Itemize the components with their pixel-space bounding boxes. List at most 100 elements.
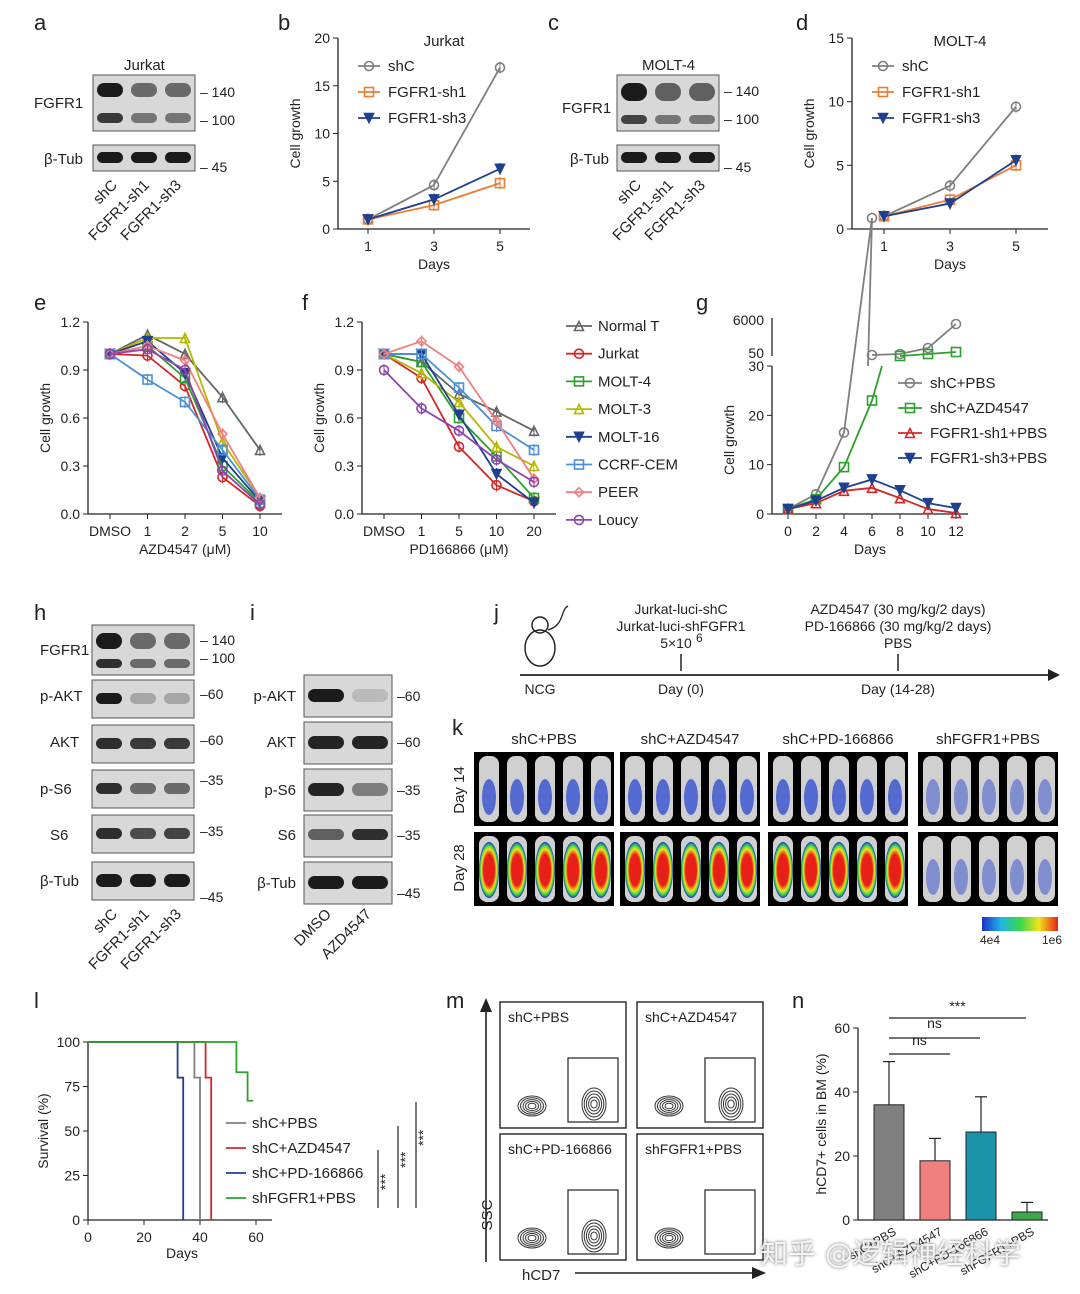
signal-low	[954, 859, 968, 895]
y-axis-label: hCD7+ cells in BM (%)	[813, 1053, 829, 1194]
band	[655, 152, 681, 163]
panel-letter-j: j	[493, 600, 499, 625]
signal-hot	[885, 842, 905, 898]
contour	[525, 1232, 539, 1244]
cells-label-1: Jurkat-luci-shC	[634, 601, 727, 617]
signal-low	[982, 859, 996, 895]
panel-letter-i: i	[250, 600, 255, 625]
data-point	[878, 210, 890, 223]
data-point	[922, 502, 934, 515]
dose-exponent: 6	[696, 631, 703, 645]
y-tick-label: 6000	[733, 312, 764, 328]
flow-x-label: hCD7	[522, 1267, 560, 1284]
signal-hot	[563, 842, 583, 898]
data-point	[179, 396, 191, 408]
scale-max-label: 1e6	[1042, 933, 1062, 947]
signal-hot	[681, 842, 701, 898]
band	[655, 83, 681, 101]
y-tick-label: 0	[72, 1212, 80, 1228]
band	[97, 113, 123, 123]
data-point	[838, 484, 850, 497]
data-point	[428, 194, 440, 206]
y-tick-label: 0.0	[335, 506, 355, 522]
signal-low	[804, 779, 818, 815]
contour	[585, 1093, 603, 1115]
signal-low	[656, 779, 670, 815]
data-point	[104, 348, 116, 360]
x-tick-label: 3	[430, 238, 438, 254]
legend-label: FGFR1-sh1	[388, 84, 466, 101]
data-point	[378, 364, 390, 376]
significance-label: ns	[912, 1032, 927, 1048]
band	[130, 828, 156, 839]
blot-c-kda-45: – 45	[724, 159, 751, 175]
data-point	[866, 474, 878, 486]
flow-y-label: SSC	[479, 1199, 496, 1230]
band	[352, 736, 388, 749]
band	[352, 783, 388, 796]
y-tick-label: 50	[64, 1123, 80, 1139]
blot-c-kda-140: – 140	[724, 83, 759, 99]
band	[689, 152, 715, 163]
data-point	[453, 395, 465, 408]
legend-label-shC+PBS: shC+PBS	[252, 1115, 317, 1132]
band	[689, 83, 715, 101]
data-point	[415, 366, 428, 379]
contour	[527, 1102, 537, 1110]
blot-h-kda: –60	[200, 732, 224, 748]
blot-h-kda: –35	[200, 823, 224, 839]
contour	[718, 1087, 744, 1121]
band	[352, 829, 388, 840]
legend-label-MOLT-16: MOLT-16	[598, 429, 659, 446]
data-point	[866, 212, 878, 224]
data-point	[254, 499, 266, 510]
x-tick-label: 6	[868, 523, 876, 539]
signal-low	[712, 779, 726, 815]
blot-c-row-tub: β-Tub	[570, 151, 609, 168]
mouse-body	[1035, 756, 1055, 822]
band	[655, 115, 681, 124]
y-tick-label: 75	[64, 1079, 80, 1095]
y-tick-label: 20	[748, 407, 764, 423]
signal-low	[860, 779, 874, 815]
signal-low	[566, 779, 580, 815]
blot-a-cell-label: Jurkat	[124, 57, 166, 74]
contour	[657, 1097, 681, 1115]
data-point	[490, 440, 503, 453]
data-point	[416, 348, 427, 360]
series-line-shC+AZD4547	[787, 365, 883, 510]
data-point	[528, 459, 540, 472]
blot-i-row: β-Tub	[257, 875, 296, 892]
x-tick-label: 0	[84, 1229, 92, 1245]
signal-low	[684, 779, 698, 815]
band	[164, 738, 190, 749]
day14-label: Day (14-28)	[861, 681, 935, 697]
panel-letter-c: c	[548, 10, 559, 35]
y-tick-label: 5	[322, 173, 330, 189]
data-point	[216, 390, 229, 403]
data-point	[866, 349, 878, 361]
signal-hot	[801, 842, 821, 898]
data-point	[428, 179, 440, 191]
y-axis-label: Survival (%)	[35, 1093, 51, 1168]
bar-shFGFR1+PBS	[1011, 1211, 1043, 1221]
y-axis-label: Cell growth	[287, 98, 303, 168]
signal-low	[888, 779, 902, 815]
contour	[517, 1095, 547, 1117]
signal-low	[1010, 779, 1024, 815]
mouse-body	[951, 756, 971, 822]
blot-i-kda: –60	[397, 688, 421, 704]
blot-i-row: S6	[278, 827, 296, 844]
x-tick-label: 10	[920, 523, 936, 539]
legend-label-shC+PD-166866: shC+PD-166866	[252, 1165, 363, 1182]
data-point	[894, 350, 906, 362]
data-point	[416, 403, 427, 414]
day0-label: Day (0)	[658, 681, 704, 697]
luminescence-scale-bar	[982, 917, 1058, 931]
signal-hot	[479, 842, 499, 898]
legend-marker	[904, 426, 916, 439]
signal-hot	[737, 842, 757, 898]
legend-marker	[904, 402, 916, 414]
blot-i-kda: –60	[397, 734, 421, 750]
